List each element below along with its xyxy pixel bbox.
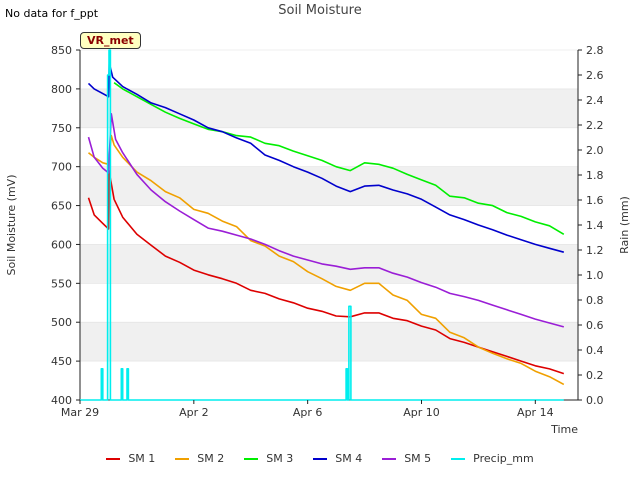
legend-label: SM 5 bbox=[404, 452, 432, 465]
y2-tick-label: 1.8 bbox=[586, 169, 604, 182]
y2-tick-label: 2.6 bbox=[586, 69, 604, 82]
y-tick-label: 650 bbox=[51, 200, 72, 213]
series-line-sm-2 bbox=[87, 134, 565, 386]
legend-item-sm-1: SM 1 bbox=[106, 452, 155, 465]
legend-item-precip-mm: Precip_mm bbox=[451, 452, 534, 465]
chart-title: Soil Moisture bbox=[278, 3, 362, 18]
legend-label: SM 1 bbox=[128, 452, 156, 465]
y2-tick-label: 0.0 bbox=[586, 394, 604, 407]
y2-tick-label: 1.6 bbox=[586, 194, 604, 207]
legend-swatch bbox=[175, 457, 190, 460]
legend-swatch bbox=[451, 457, 466, 460]
legend-swatch bbox=[244, 457, 259, 460]
site-badge: VR_met bbox=[80, 32, 141, 49]
legend-item-sm-5: SM 5 bbox=[382, 452, 431, 465]
y-tick-label: 500 bbox=[51, 316, 72, 329]
y2-tick-label: 0.2 bbox=[586, 369, 604, 382]
no-data-note: No data for f_ppt bbox=[5, 7, 99, 20]
y2-tick-label: 1.4 bbox=[586, 219, 604, 232]
x-tick-label: Apr 6 bbox=[293, 406, 323, 419]
y-axis-label: Soil Moisture (mV) bbox=[5, 175, 18, 276]
series-line-sm-4 bbox=[87, 62, 565, 253]
legend-swatch bbox=[106, 457, 121, 460]
legend-label: SM 3 bbox=[266, 452, 294, 465]
grid-band bbox=[80, 88, 578, 128]
y2-tick-label: 1.0 bbox=[586, 269, 604, 282]
y-tick-label: 400 bbox=[51, 394, 72, 407]
y2-tick-label: 2.2 bbox=[586, 119, 604, 132]
y2-tick-label: 2.8 bbox=[586, 44, 604, 57]
y2-tick-label: 0.4 bbox=[586, 344, 604, 357]
x-tick-label: Apr 10 bbox=[403, 406, 440, 419]
y-tick-label: 800 bbox=[51, 83, 72, 96]
y-tick-label: 450 bbox=[51, 355, 72, 368]
chart-legend: SM 1 SM 2 SM 3 SM 4 SM 5 Precip_mm bbox=[0, 452, 640, 465]
y2-tick-label: 2.0 bbox=[586, 144, 604, 157]
y-tick-label: 750 bbox=[51, 122, 72, 135]
x-tick-label: Mar 29 bbox=[61, 406, 99, 419]
legend-item-sm-2: SM 2 bbox=[175, 452, 224, 465]
y-tick-label: 550 bbox=[51, 277, 72, 290]
legend-item-sm-3: SM 3 bbox=[244, 452, 293, 465]
legend-item-sm-4: SM 4 bbox=[313, 452, 362, 465]
series-line-sm-5 bbox=[87, 113, 565, 328]
grid-band bbox=[80, 166, 578, 206]
y-tick-label: 700 bbox=[51, 161, 72, 174]
y2-tick-label: 1.2 bbox=[586, 244, 604, 257]
y-tick-label: 600 bbox=[51, 238, 72, 251]
grid-band bbox=[80, 244, 578, 284]
y2-tick-label: 2.4 bbox=[586, 94, 604, 107]
x-axis-label: Time bbox=[550, 423, 578, 436]
x-tick-label: Apr 2 bbox=[179, 406, 209, 419]
x-tick-label: Apr 14 bbox=[517, 406, 554, 419]
series-line-precip-mm bbox=[80, 49, 564, 401]
y-tick-label: 850 bbox=[51, 44, 72, 57]
y2-axis-label: Rain (mm) bbox=[618, 196, 631, 254]
legend-swatch bbox=[313, 457, 328, 460]
legend-label: Precip_mm bbox=[473, 452, 534, 465]
y2-tick-label: 0.6 bbox=[586, 319, 604, 332]
legend-label: SM 2 bbox=[197, 452, 225, 465]
series-line-sm-3 bbox=[113, 82, 565, 235]
legend-label: SM 4 bbox=[335, 452, 363, 465]
legend-swatch bbox=[382, 457, 397, 460]
y2-tick-label: 0.8 bbox=[586, 294, 604, 307]
